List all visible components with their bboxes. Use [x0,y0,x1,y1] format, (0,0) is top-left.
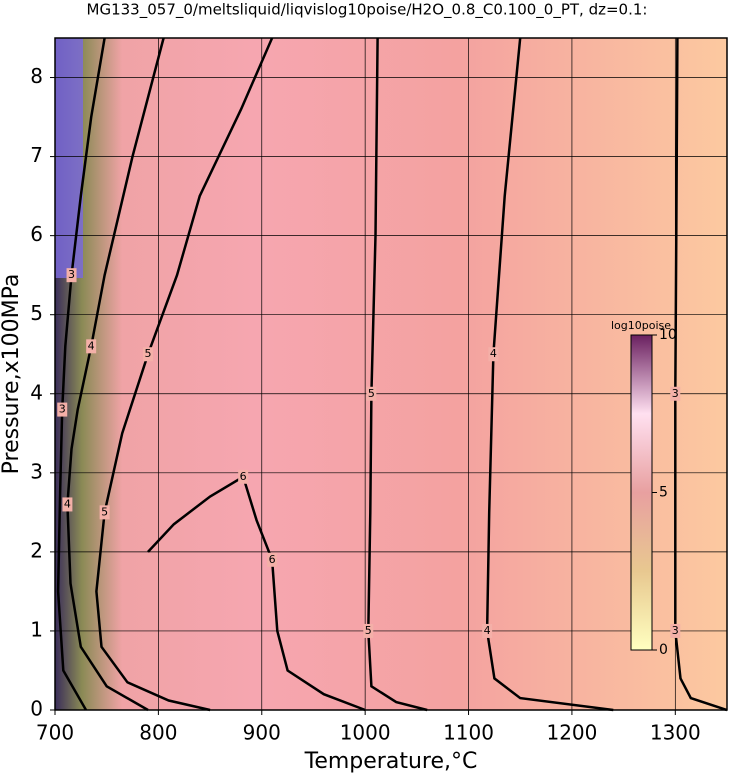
contour-label: 5 [368,387,375,400]
contour-label: 3 [672,624,679,637]
y-tick-label: 8 [30,64,43,88]
contour-label-bg [670,386,681,401]
contours: 3 3 4 4 5 5 6 6 5 5 4 4 3 3 [56,37,728,712]
y-axis-title: Pressure,x100MPa [0,274,24,475]
contour-label-bg [86,339,97,354]
contour-label-bg [482,623,493,638]
y-tick-label: 0 [30,697,43,721]
contour-label: 5 [145,347,152,360]
contour-label: 4 [490,347,497,360]
y-tick-label: 6 [30,222,43,246]
x-tick-label: 1300 [650,721,701,745]
chart-title: MG133_057_0/meltsliquid/liqvislog10poise… [87,1,648,20]
plot-frame [54,37,728,711]
contour-line [147,474,366,712]
contour-label: 5 [365,624,372,637]
y-tick-label: 2 [30,538,43,562]
colorbar-tick-label: 0 [659,642,668,658]
y-tick-label: 3 [30,459,43,483]
contour-line [367,37,428,712]
contour-label: 3 [672,387,679,400]
contour-label-bg [488,347,499,362]
x-tick-label: 1200 [546,721,597,745]
y-tick-label: 1 [30,617,43,641]
contour-label: 4 [484,624,491,637]
low-region [55,38,83,278]
contour-line [485,37,614,712]
contour-label-bg [238,469,249,484]
colorbar-label: log10poise [611,319,671,332]
colorbar: log10poise 0 5 10 [611,319,677,658]
x-tick-label: 1100 [443,721,494,745]
x-tick-label: 700 [36,721,74,745]
x-tick-label: 800 [139,721,177,745]
colorbar-tick-label: 10 [659,327,677,343]
x-axis-title: Temperature,°C [304,749,478,774]
contour-label-bg [363,623,374,638]
contour-label: 5 [101,505,108,518]
y-tick-label: 4 [30,380,43,404]
contour-label-bg [62,497,73,512]
contour-label: 6 [240,470,247,483]
contour-label-bg [670,623,681,638]
contour-label-bg [267,552,278,567]
x-tick-label: 900 [243,721,281,745]
contour-label-bg [57,402,68,417]
contour-label: 4 [64,497,71,510]
contour-label-bg [66,268,77,283]
contour-line [95,37,274,712]
contour-label: 6 [269,553,276,566]
contour-line [66,37,165,712]
contour-line [56,37,106,711]
contour-label-bg [99,505,110,520]
plot-background [55,38,727,710]
y-tick-label: 5 [30,301,43,325]
colorbar-scale [630,334,653,651]
colorbar-tick-label: 5 [659,485,668,501]
contour-label: 3 [59,403,66,416]
contour-label-bg [143,347,154,362]
grid [54,38,727,711]
contour-label-bg [366,386,377,401]
contour-label: 3 [68,268,75,281]
contour-label: 4 [88,339,95,352]
y-tick-label: 7 [30,143,43,167]
x-tick-label: 1000 [340,721,391,745]
